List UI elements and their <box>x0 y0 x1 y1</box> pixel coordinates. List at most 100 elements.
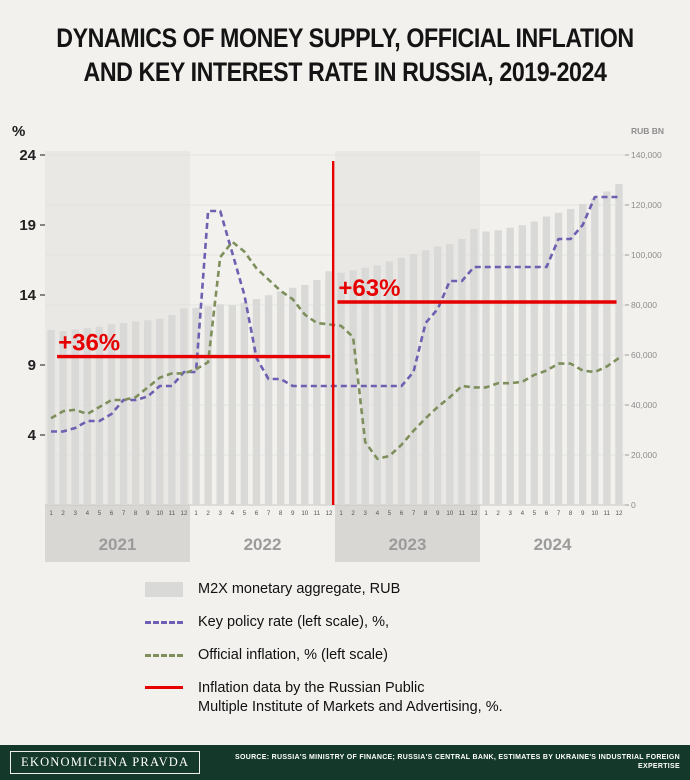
m2x-bar <box>530 221 539 505</box>
legend-label: M2X monetary aggregate, RUB <box>198 581 401 597</box>
left-tick-label: 9 <box>28 357 36 374</box>
red-solid-line-swatch <box>145 686 183 690</box>
m2x-bar <box>542 216 551 505</box>
month-tick-label: 1 <box>339 510 343 517</box>
m2x-bar <box>168 315 176 505</box>
m2x-bar <box>325 271 333 505</box>
right-tick-label: 140,000 <box>631 150 662 160</box>
month-tick-label: 11 <box>459 510 466 517</box>
m2x-bar <box>566 209 575 505</box>
annotation-label: +63% <box>338 275 400 302</box>
month-tick-label: 2 <box>351 510 355 517</box>
left-axis-unit: % <box>12 123 25 140</box>
month-tick-label: 11 <box>604 510 611 517</box>
m2x-bar <box>83 328 91 505</box>
right-axis-unit: RUB BN <box>631 126 664 136</box>
key-policy-rate-line <box>51 195 619 433</box>
year-label: 2023 <box>389 535 427 554</box>
m2x-bar <box>591 199 599 505</box>
right-tick-label: 120,000 <box>631 200 662 210</box>
m2x-bar <box>276 291 285 505</box>
legend: M2X monetary aggregate, RUB Key policy r… <box>145 580 503 716</box>
month-tick-label: 6 <box>110 510 114 517</box>
month-tick-label: 12 <box>471 510 478 517</box>
month-tick-label: 10 <box>301 510 308 517</box>
month-tick-label: 5 <box>388 510 392 517</box>
m2x-bar <box>144 320 152 505</box>
m2x-bar <box>95 326 104 505</box>
m2x-bar <box>240 302 249 505</box>
m2x-bar <box>434 246 442 505</box>
year-label: 2024 <box>534 535 572 554</box>
month-tick-label: 12 <box>616 510 623 517</box>
month-tick-label: 8 <box>569 510 573 517</box>
m2x-bar <box>349 270 357 505</box>
source-note: SOURCE: RUSSIA'S MINISTRY OF FINANCE; RU… <box>235 753 680 770</box>
m2x-bar <box>216 304 224 505</box>
month-tick-label: 5 <box>533 510 537 517</box>
month-tick-label: 1 <box>49 510 53 517</box>
month-tick-label: 3 <box>508 510 512 517</box>
month-tick-label: 5 <box>243 510 247 517</box>
month-tick-label: 6 <box>545 510 549 517</box>
m2x-bar <box>470 229 478 505</box>
m2x-bar <box>506 227 514 505</box>
annotation-label: +36% <box>58 330 120 357</box>
month-tick-label: 11 <box>314 510 321 517</box>
legend-label: Key policy rate (left scale), %, <box>198 614 389 631</box>
inflation-dashed-line-swatch <box>145 653 183 657</box>
legend-row: Inflation data by the Russian Public Mul… <box>145 679 503 715</box>
month-tick-label: 8 <box>424 510 428 517</box>
year-band-footer <box>335 505 480 562</box>
right-tick-label: 0 <box>631 500 636 510</box>
m2x-bar <box>264 295 273 505</box>
month-tick-label: 2 <box>206 510 210 517</box>
month-tick-label: 7 <box>267 510 271 517</box>
legend-row: Key policy rate (left scale), %, <box>145 613 503 631</box>
footer-bar: EKONOMICHNA PRAVDA SOURCE: RUSSIA'S MINI… <box>0 745 690 780</box>
month-tick-label: 7 <box>412 510 416 517</box>
month-tick-label: 9 <box>146 510 150 517</box>
m2x-bar <box>482 231 490 505</box>
m2x-bar <box>252 299 261 505</box>
m2x-bar <box>131 321 140 505</box>
month-tick-label: 11 <box>169 510 176 517</box>
month-tick-label: 10 <box>446 510 453 517</box>
m2x-bar <box>397 257 406 505</box>
left-tick-label: 4 <box>28 427 37 444</box>
m2x-bar <box>337 272 345 505</box>
legend-row: M2X monetary aggregate, RUB <box>145 580 503 598</box>
month-tick-label: 8 <box>279 510 283 517</box>
month-tick-label: 4 <box>376 510 380 517</box>
official-inflation-line <box>50 240 620 461</box>
m2x-bar <box>518 225 526 505</box>
year-band-footer <box>45 505 190 562</box>
m2x-bar <box>289 287 297 505</box>
left-tick-label: 14 <box>19 287 36 304</box>
month-tick-label: 2 <box>496 510 500 517</box>
month-tick-label: 9 <box>436 510 440 517</box>
month-tick-label: 12 <box>326 510 333 517</box>
right-tick-label: 40,000 <box>631 400 657 410</box>
month-tick-label: 1 <box>194 510 198 517</box>
chart-area: +36% +63%% RUB BN 24 19 14 9 4 140,000 120,000 100… <box>0 110 690 570</box>
month-tick-label: 12 <box>181 510 188 517</box>
right-tick-label: 80,000 <box>631 300 657 310</box>
m2x-bar <box>228 305 236 505</box>
month-tick-label: 4 <box>521 510 525 517</box>
m2x-bar-swatch <box>145 581 183 597</box>
title-line-1: DYNAMICS OF MONEY SUPPLY, OFFICIAL INFLA… <box>56 23 634 53</box>
month-tick-label: 8 <box>134 510 138 517</box>
month-tick-label: 6 <box>255 510 259 517</box>
month-tick-label: 1 <box>484 510 488 517</box>
month-tick-label: 7 <box>557 510 561 517</box>
m2x-bar <box>409 254 418 505</box>
month-tick-label: 3 <box>218 510 222 517</box>
month-tick-label: 7 <box>122 510 126 517</box>
m2x-bar <box>579 204 587 505</box>
year-label: 2022 <box>244 535 282 554</box>
m2x-bar <box>458 239 466 505</box>
m2x-bar <box>494 230 502 505</box>
m2x-bar <box>156 318 164 505</box>
m2x-bar <box>192 307 200 505</box>
